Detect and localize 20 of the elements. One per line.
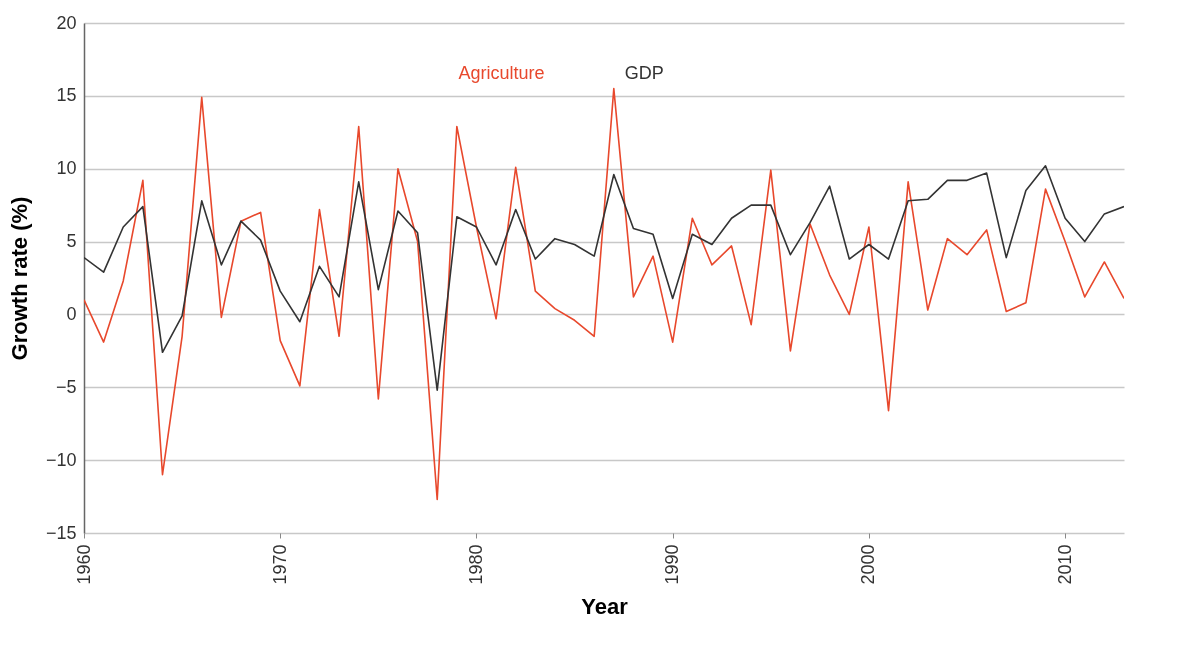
line-series (84, 87, 1124, 501)
y-tick-label: 0 (66, 303, 77, 324)
text: Agriculture (458, 63, 545, 83)
x-tick-label: 1970 (269, 544, 290, 585)
x-tick-label: 1990 (662, 544, 683, 585)
y-axis-title: Growth rate (%) (6, 196, 32, 361)
y-tick-label: −15 (45, 522, 77, 543)
y-tick-label: −10 (45, 449, 77, 470)
x-tick-label: 1980 (465, 544, 486, 585)
x-tick-label: 2010 (1054, 544, 1075, 585)
line-series (84, 165, 1124, 391)
y-tick-label: 20 (56, 12, 77, 33)
y-tick-label: 5 (66, 231, 77, 252)
y-tick-label: −5 (55, 376, 77, 397)
y-tick-label: 10 (56, 158, 77, 179)
y-tick-label: 15 (56, 85, 77, 106)
x-tick-label: 2000 (858, 544, 879, 585)
text: GDP (624, 63, 664, 83)
x-axis-title: Year (581, 593, 629, 619)
x-tick-label: 1960 (73, 544, 94, 585)
